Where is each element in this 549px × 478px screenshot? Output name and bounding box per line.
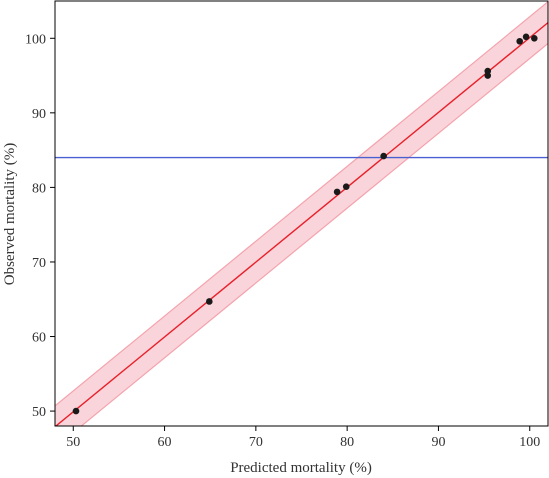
x-axis-title: Predicted mortality (%)	[230, 460, 372, 476]
data-point-2	[205, 298, 213, 305]
x-tick-label-80: 80	[340, 435, 354, 450]
confidence-band	[55, 1, 548, 426]
x-axis: 50 60 70 80 90 100	[66, 426, 540, 450]
x-tick-label-90: 90	[431, 435, 445, 450]
confidence-band-area	[55, 1, 548, 426]
data-point-9	[522, 33, 530, 41]
y-axis: 50 60 70 80 90 100	[25, 32, 55, 420]
y-tick-label-60: 60	[32, 331, 46, 346]
y-tick-label-90: 90	[32, 107, 46, 122]
data-point-1	[72, 407, 80, 415]
data-points	[72, 33, 538, 415]
data-point-4	[342, 183, 350, 190]
y-axis-title: Observed mortality (%)	[2, 143, 18, 285]
data-point-7	[484, 67, 492, 75]
data-point-10	[531, 34, 538, 42]
fit-line	[55, 22, 548, 426]
data-point-5	[380, 152, 387, 160]
reference-lines	[55, 22, 548, 426]
data-point-8	[516, 37, 523, 45]
y-tick-label-100: 100	[25, 32, 46, 47]
x-tick-label-70: 70	[249, 435, 263, 450]
data-point-3	[333, 188, 341, 196]
x-tick-label-50: 50	[66, 435, 80, 450]
y-tick-label-70: 70	[32, 256, 46, 271]
x-tick-label-100: 100	[519, 435, 540, 450]
x-tick-label-60: 60	[158, 435, 172, 450]
y-tick-label-50: 50	[32, 405, 46, 420]
y-tick-label-80: 80	[32, 181, 46, 196]
plot-frame	[54, 0, 549, 427]
confidence-band-lower	[80, 43, 548, 426]
confidence-band-upper	[55, 1, 548, 407]
